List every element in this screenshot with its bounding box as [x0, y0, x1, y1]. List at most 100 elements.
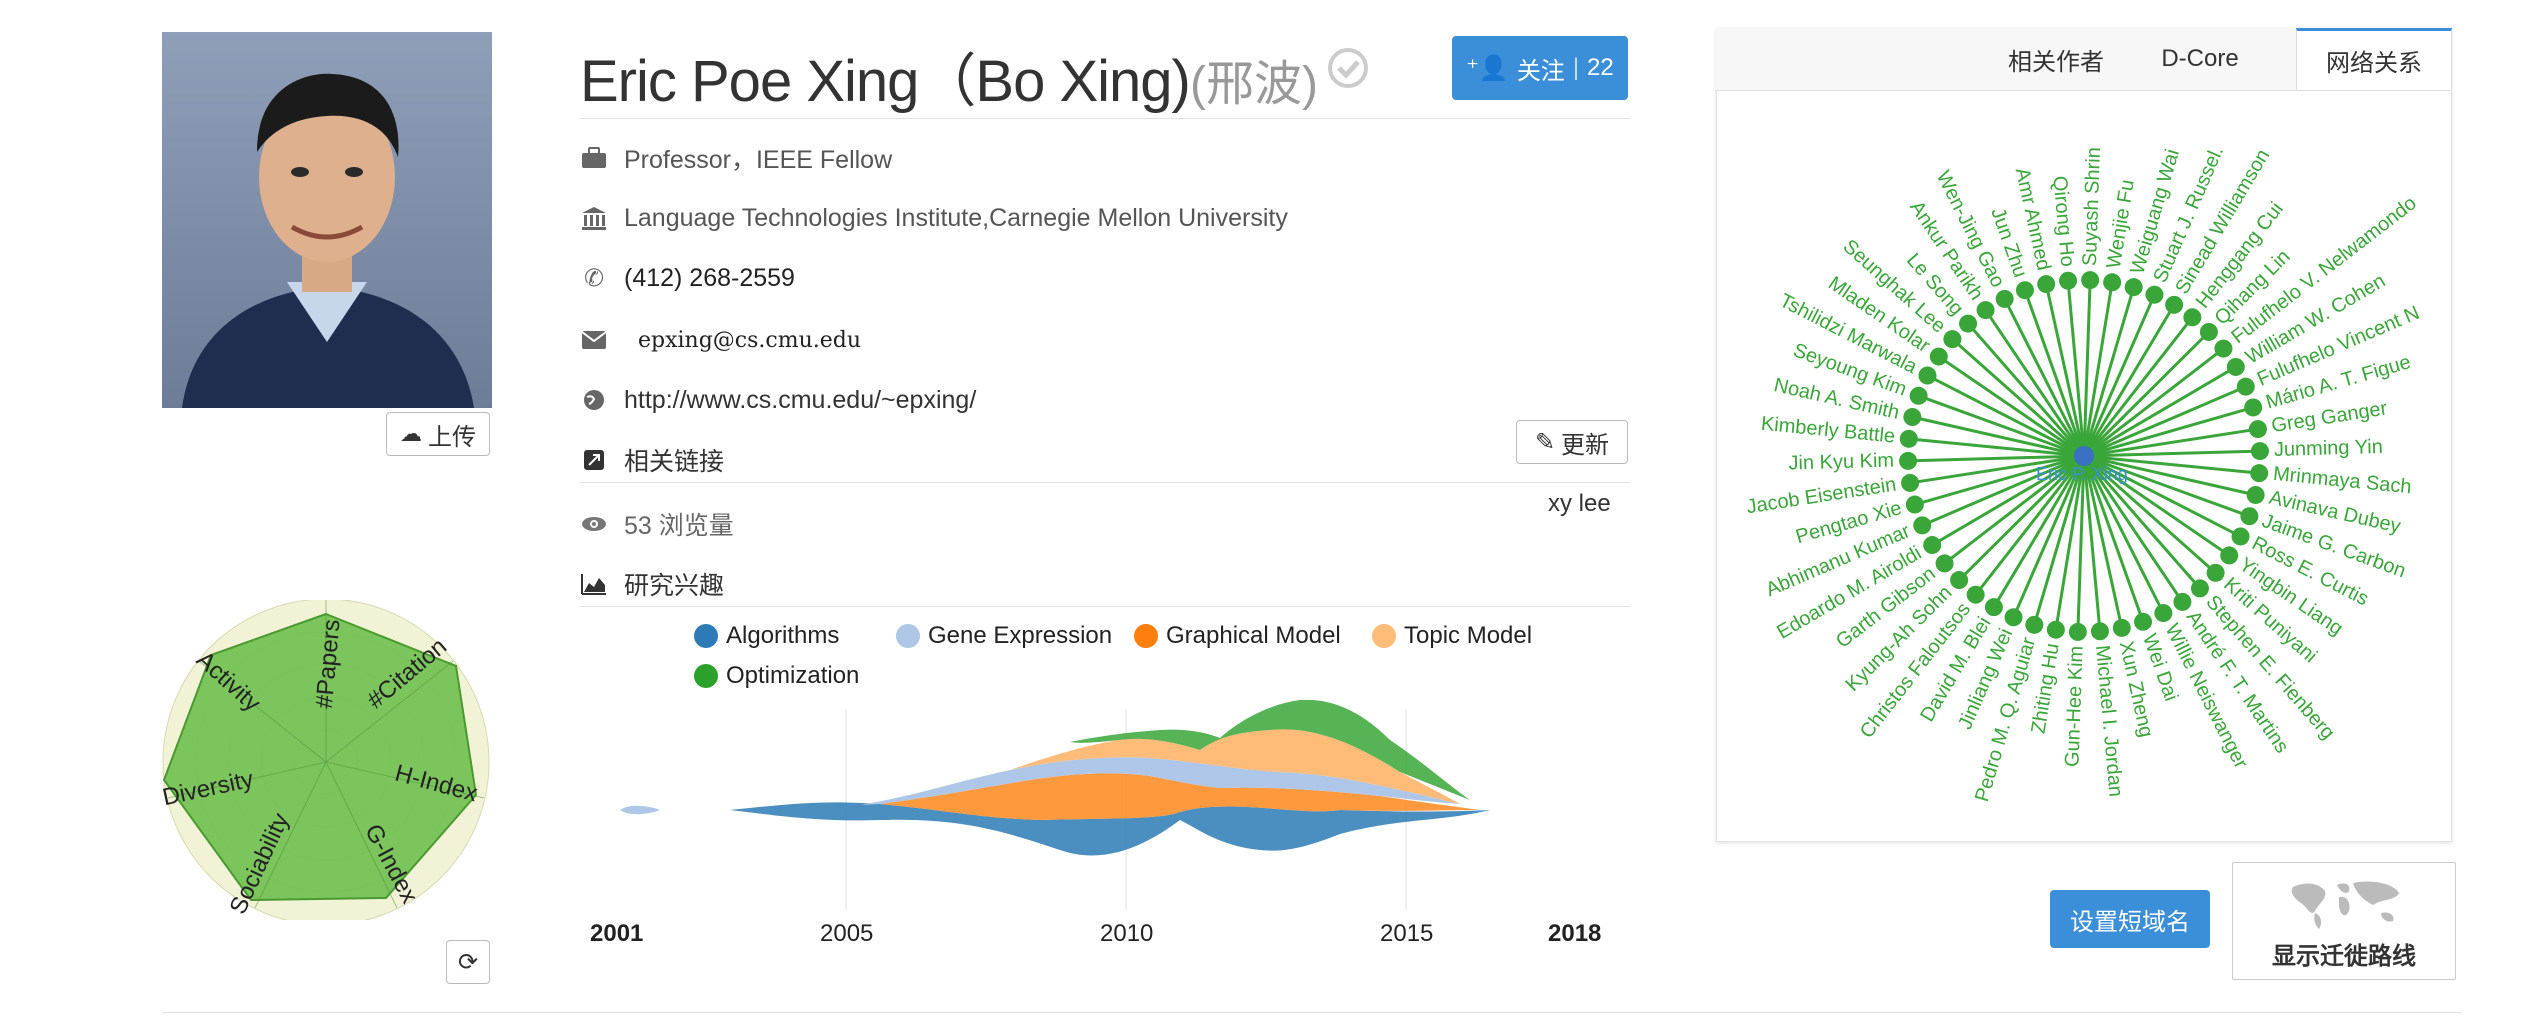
network-node[interactable] [2004, 608, 2023, 627]
network-node[interactable] [2124, 278, 2143, 297]
network-node[interactable] [1923, 536, 1942, 555]
network-node[interactable] [2154, 604, 2173, 623]
network-node[interactable] [2190, 579, 2209, 598]
x-tick-2018: 2018 [1548, 920, 1602, 947]
profile-name-cn: (邢波) [1190, 58, 1318, 111]
network-node[interactable] [2165, 295, 2184, 314]
network-center-node[interactable] [2074, 446, 2094, 466]
legend-algorithms[interactable]: Algorithms [694, 622, 839, 650]
network-node[interactable] [2081, 271, 2100, 290]
network-node[interactable] [1913, 516, 1932, 535]
network-node-label[interactable]: Jin Kyu Kim [1788, 450, 1894, 475]
follow-button[interactable]: ⁺👤 关注 | 22 [1452, 36, 1628, 100]
network-node[interactable] [2250, 464, 2269, 483]
network-node[interactable] [1943, 330, 1962, 349]
network-node[interactable] [2046, 620, 2065, 639]
network-node[interactable] [1976, 301, 1995, 320]
network-node[interactable] [1905, 495, 1924, 514]
tab-network[interactable]: 网络关系 [2296, 28, 2452, 90]
network-node[interactable] [1959, 314, 1978, 333]
network-node[interactable] [1899, 429, 1918, 448]
edit-icon: ✎ [1534, 428, 1556, 456]
divider [580, 118, 1630, 119]
upload-button[interactable]: ☁ 上传 [386, 412, 490, 456]
network-node[interactable] [2145, 285, 2164, 304]
network-edge [1931, 454, 2085, 547]
network-node[interactable] [2112, 618, 2131, 637]
set-short-domain-button[interactable]: 设置短域名 [2050, 890, 2210, 948]
network-node[interactable] [2068, 622, 2087, 641]
profile-name: Eric Poe Xing（Bo Xing) [580, 49, 1191, 114]
network-edge [2083, 449, 2260, 458]
homepage-link[interactable]: http://www.cs.cmu.edu/~epxing/ [624, 385, 977, 414]
network-node[interactable] [1966, 585, 1985, 604]
network-node[interactable] [2236, 377, 2255, 396]
tab-coauthors[interactable]: 相关作者 [2008, 48, 2104, 76]
network-node[interactable] [1918, 366, 1937, 385]
network-node[interactable] [2183, 308, 2202, 327]
network-node[interactable] [1984, 598, 2003, 617]
legend-topic-model[interactable]: Topic Model [1372, 622, 1532, 650]
affiliation-text: Language Technologies Institute,Carnegie… [624, 203, 1288, 232]
network-edge [2083, 454, 2217, 574]
legend-gene-expression[interactable]: Gene Expression [896, 622, 1112, 650]
update-button[interactable]: ✎ 更新 [1516, 420, 1628, 464]
network-node[interactable] [2025, 615, 2044, 634]
network-node[interactable] [2214, 339, 2233, 358]
interests-label: 研究兴趣 [624, 572, 725, 600]
network-node[interactable] [2037, 275, 2056, 294]
network-edge [1958, 454, 2086, 582]
phone-icon: ✆ [583, 264, 605, 292]
network-node[interactable] [2015, 281, 2034, 300]
network-node[interactable] [1899, 451, 1918, 470]
network-edge [1912, 415, 2085, 458]
network-node-label[interactable]: Junming Yin [2274, 436, 2384, 461]
network-edge [1909, 454, 2085, 485]
network-node[interactable] [2059, 271, 2078, 290]
network-node[interactable] [2246, 485, 2265, 504]
network-node[interactable] [1903, 408, 1922, 427]
network-node[interactable] [2173, 592, 2192, 611]
network-node[interactable] [2220, 546, 2239, 565]
network-node-label[interactable]: Qirong Ho [2048, 175, 2078, 268]
network-node-label[interactable]: Gun-Hee Kim [2061, 645, 2087, 767]
tab-dcore[interactable]: D-Core [2161, 45, 2239, 72]
network-edge [2082, 280, 2092, 457]
network-edge [2083, 385, 2247, 458]
follow-label: 关注 [1516, 57, 1565, 85]
network-node[interactable] [1909, 386, 1928, 405]
network-edge [1921, 454, 2085, 527]
views-row: 53 浏览量 [580, 504, 734, 544]
network-center-label: Eric P. Xing [2036, 464, 2128, 484]
network-node[interactable] [2199, 322, 2218, 341]
network-node[interactable] [1901, 473, 1920, 492]
network-node[interactable] [2103, 273, 2122, 292]
network-edge [2083, 365, 2237, 458]
network-node[interactable] [1995, 289, 2014, 308]
network-edge [1992, 455, 2086, 608]
network-node[interactable] [2226, 357, 2245, 376]
network-node[interactable] [2244, 398, 2263, 417]
network-edge [1974, 455, 2086, 596]
network-edge [2076, 455, 2086, 632]
network-node-label[interactable]: Suyash Shrin [2079, 147, 2105, 267]
legend-graphical-model[interactable]: Graphical Model [1134, 622, 1341, 650]
network-edge [2082, 455, 2102, 632]
network-edge [2082, 316, 2194, 457]
network-node[interactable] [2134, 612, 2153, 631]
network-node[interactable] [1950, 571, 1969, 590]
network-node[interactable] [2206, 563, 2225, 582]
network-node[interactable] [2250, 442, 2269, 461]
follow-count: 22 [1587, 54, 1614, 81]
migration-route-button[interactable]: 显示迁徙路线 [2232, 862, 2456, 980]
network-node[interactable] [2240, 507, 2259, 526]
network-node[interactable] [2248, 420, 2267, 439]
link-item[interactable]: xy lee [1548, 490, 1611, 517]
network-node[interactable] [2090, 622, 2109, 641]
refresh-button[interactable]: ⟳ [446, 940, 490, 984]
network-node[interactable] [1935, 554, 1954, 573]
network-node[interactable] [1929, 347, 1948, 366]
legend-optimization[interactable]: Optimization [694, 662, 859, 690]
x-tick-2010: 2010 [1100, 920, 1154, 947]
network-node[interactable] [2231, 527, 2250, 546]
